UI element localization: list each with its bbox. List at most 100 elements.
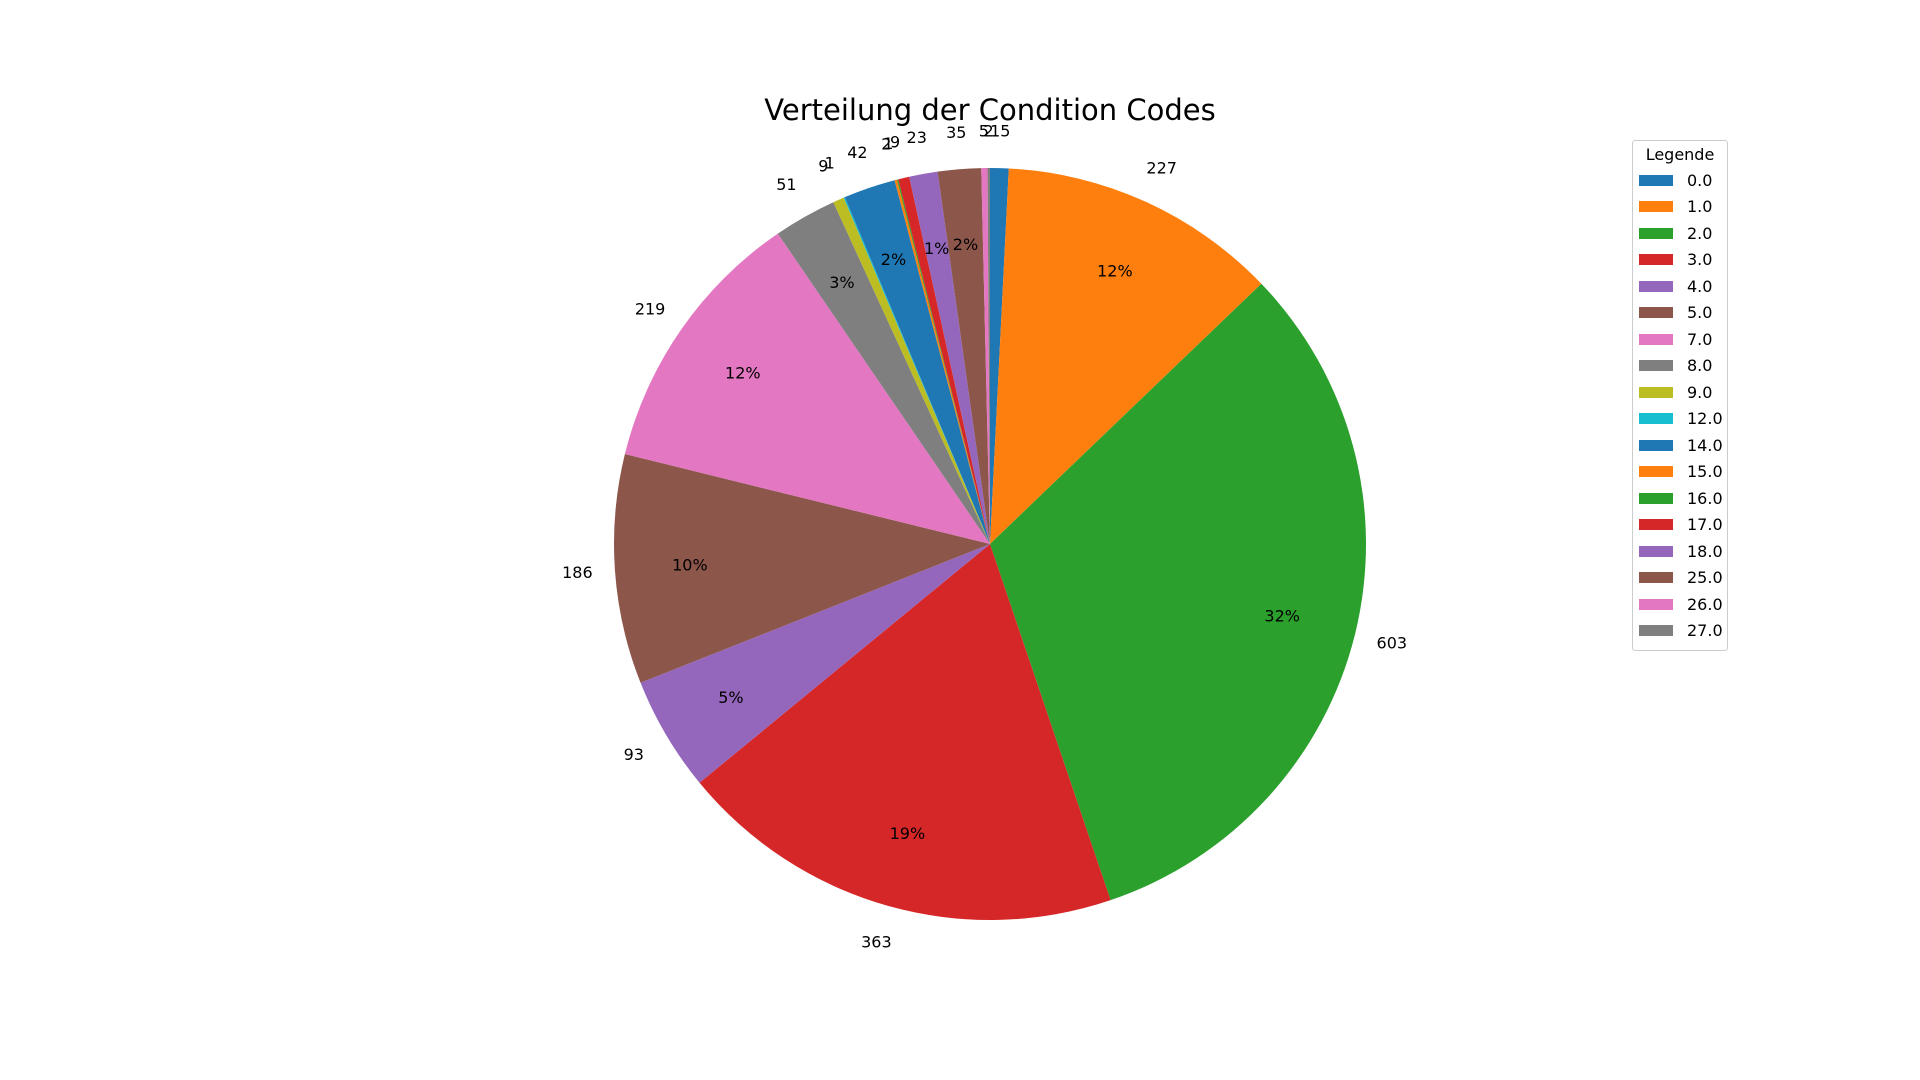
legend-item-5-0: 5.0 <box>1639 300 1721 327</box>
value-label-17-0: 9 <box>890 132 900 151</box>
legend-swatch <box>1639 307 1673 319</box>
legend-label: 25.0 <box>1687 568 1723 588</box>
legend-item-9-0: 9.0 <box>1639 379 1721 406</box>
pie-slice-5-0 <box>613 454 990 683</box>
legend-item-3-0: 3.0 <box>1639 247 1721 274</box>
pie-slice-26-0 <box>981 168 990 544</box>
legend-label: 15.0 <box>1687 462 1723 482</box>
percent-label-3-0: 19% <box>890 824 926 843</box>
value-label-27-0: 2 <box>984 121 994 140</box>
legend-item-27-0: 27.0 <box>1639 618 1723 645</box>
legend-item-16-0: 16.0 <box>1639 485 1723 512</box>
pie-slice-7-0 <box>624 233 990 544</box>
legend-swatch <box>1639 333 1673 345</box>
legend-swatch <box>1639 572 1673 584</box>
value-label-2-0: 603 <box>1377 633 1408 652</box>
legend-swatch <box>1639 227 1673 239</box>
percent-label-8-0: 3% <box>829 273 854 292</box>
legend-swatch <box>1639 254 1673 266</box>
legend-item-18-0: 18.0 <box>1639 538 1723 565</box>
value-label-9-0: 9 <box>818 157 828 176</box>
percent-labels: 12%32%19%5%10%12%3%2%1% 2% <box>672 235 1300 843</box>
legend-swatch <box>1639 519 1673 531</box>
pie-slice-25-0 <box>937 168 990 544</box>
pie-slice-0-0 <box>990 168 1009 544</box>
percent-label-18-0: 1% <box>924 239 949 258</box>
legend-item-2-0: 2.0 <box>1639 220 1721 247</box>
value-label-16-0: 1 <box>883 134 893 153</box>
value-label-1-0: 227 <box>1146 159 1177 178</box>
value-label-7-0: 219 <box>635 299 666 318</box>
value-label-25-0: 35 <box>946 123 966 142</box>
legend-label: 9.0 <box>1687 382 1713 402</box>
legend-label: 4.0 <box>1687 276 1713 296</box>
legend-swatch <box>1639 492 1673 504</box>
pie-slice-2-0 <box>990 283 1367 901</box>
legend-label: 26.0 <box>1687 594 1723 614</box>
legend-label: 14.0 <box>1687 435 1723 455</box>
legend-item-26-0: 26.0 <box>1639 591 1723 618</box>
legend-label: 27.0 <box>1687 621 1723 641</box>
pie-slice-12-0 <box>843 197 990 544</box>
legend-item-0-0: 0.0 <box>1639 167 1721 194</box>
pie-slice-8-0 <box>777 202 990 544</box>
legend-label: 3.0 <box>1687 250 1713 270</box>
pie-slice-1-0 <box>990 168 1262 544</box>
value-label-18-0: 23 <box>907 128 927 147</box>
pie-slice-15-0 <box>894 179 990 544</box>
percent-label-7-0: 12% <box>725 364 761 383</box>
pie-slice-17-0 <box>898 176 990 544</box>
value-label-0-0: 15 <box>990 122 1010 141</box>
legend-swatch <box>1639 174 1673 186</box>
legend-swatch <box>1639 201 1673 213</box>
legend-swatch <box>1639 598 1673 610</box>
percent-label-25-0: 2% <box>953 235 978 254</box>
percent-label-4-0: 5% <box>718 688 743 707</box>
legend-item-4-0: 4.0 <box>1639 273 1721 300</box>
legend-items: 0.0 1.0 2.0 3.0 4.0 5.0 7.0 8.0 9.0 12.0 14.0 15.0 1… <box>1639 167 1723 645</box>
pie-slice-3-0 <box>699 544 1111 921</box>
value-label-3-0: 363 <box>861 933 892 952</box>
pie-slice-16-0 <box>897 179 990 544</box>
legend-item-8-0: 8.0 <box>1639 353 1721 380</box>
chart-title: Verteilung der Condition Codes <box>764 93 1215 127</box>
pie-slice-27-0 <box>987 168 990 544</box>
pie-slice-4-0 <box>640 544 990 783</box>
legend-label: 8.0 <box>1687 356 1713 376</box>
legend-item-15-0: 15.0 <box>1639 459 1723 486</box>
legend-swatch <box>1639 625 1673 637</box>
percent-label-14-0: 2% <box>881 250 906 269</box>
legend-label: 0.0 <box>1687 170 1713 190</box>
value-label-15-0: 2 <box>881 135 891 154</box>
pie-slice-9-0 <box>833 197 990 544</box>
legend-swatch <box>1639 466 1673 478</box>
legend-item-14-0: 14.0 <box>1639 432 1723 459</box>
legend-swatch <box>1639 360 1673 372</box>
legend-swatch <box>1639 413 1673 425</box>
legend: Legende 0.0 1.0 2.0 3.0 4.0 5.0 7.0 8.0 9.0 12.0 1… <box>1632 140 1728 651</box>
value-label-4-0: 93 <box>624 745 644 764</box>
legend-swatch <box>1639 439 1673 451</box>
pie-slices <box>613 168 1367 921</box>
legend-swatch <box>1639 545 1673 557</box>
legend-label: 5.0 <box>1687 303 1713 323</box>
legend-label: 7.0 <box>1687 329 1713 349</box>
legend-swatch <box>1639 280 1673 292</box>
value-label-5-0: 186 <box>562 563 593 582</box>
value-label-14-0: 42 <box>847 143 867 162</box>
legend-item-25-0: 25.0 <box>1639 565 1723 592</box>
percent-label-2-0: 32% <box>1264 607 1300 626</box>
legend-item-1-0: 1.0 <box>1639 194 1721 221</box>
legend-item-12-0: 12.0 <box>1639 406 1723 433</box>
percent-label-1-0: 12% <box>1097 261 1133 280</box>
pie-slice-18-0 <box>909 171 990 545</box>
legend-swatch <box>1639 386 1673 398</box>
value-label-26-0: 5 <box>979 121 989 140</box>
legend-label: 1.0 <box>1687 197 1713 217</box>
legend-label: 17.0 <box>1687 515 1723 535</box>
legend-label: 16.0 <box>1687 488 1723 508</box>
legend-item-7-0: 7.0 <box>1639 326 1721 353</box>
legend-label: 12.0 <box>1687 409 1723 429</box>
value-label-8-0: 51 <box>776 175 796 194</box>
